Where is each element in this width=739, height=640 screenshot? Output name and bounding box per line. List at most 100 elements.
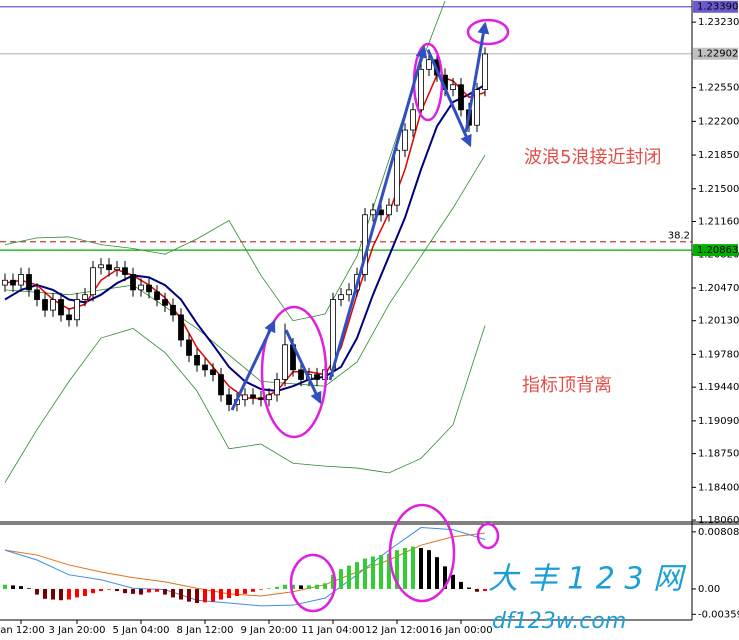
candle-body: [66, 314, 72, 321]
histogram-bar: [107, 588, 111, 590]
histogram-bar: [163, 588, 167, 595]
x-tick-label: 16 Jan 00:00: [429, 625, 492, 636]
candle-body: [418, 68, 424, 111]
candle-body: [90, 267, 96, 296]
wave-arrow: [284, 329, 322, 405]
candle-body: [130, 274, 136, 291]
indicator-line: [4, 527, 486, 607]
histogram-bar: [483, 588, 487, 592]
histogram-bar: [19, 586, 23, 589]
candle-body: [482, 53, 488, 90]
histogram-bar: [267, 588, 271, 589]
histogram-bar: [291, 584, 295, 589]
histogram-bar: [59, 588, 63, 601]
candle-body: [242, 394, 248, 401]
histogram-bar: [211, 588, 215, 602]
histogram-bar: [331, 574, 335, 589]
y-tick-label: 1.21850: [698, 150, 739, 161]
histogram-bar: [67, 588, 71, 600]
histogram-bar: [443, 566, 447, 589]
highlight-ellipse: [466, 18, 510, 46]
histogram-bar: [403, 548, 407, 589]
candle-body: [298, 369, 304, 380]
histogram-bar: [27, 588, 31, 589]
candle-body: [474, 89, 480, 126]
x-tick-label: 11 Jan 04:00: [301, 625, 364, 636]
histogram-bar: [227, 588, 231, 599]
y-tick-label: 1.18400: [698, 482, 739, 493]
y-tick-label: 0.00: [698, 584, 720, 595]
annotation: 指标顶背离: [522, 375, 612, 396]
histogram-bar: [451, 574, 455, 589]
highlight-ellipse: [388, 503, 456, 603]
candle-body: [194, 354, 200, 366]
candle-body: [370, 209, 376, 216]
histogram-bar: [139, 588, 143, 595]
price-box: [693, 47, 738, 60]
histogram-bar: [387, 553, 391, 589]
annotation: 波浪5浪接近封闭: [524, 147, 661, 168]
candle-body: [402, 129, 408, 151]
y-tick-label: 1.20130: [698, 316, 739, 327]
candle-body: [226, 394, 232, 405]
y-tick-label: 0.008088: [698, 527, 739, 538]
candle-body: [338, 294, 344, 300]
histogram-bar: [299, 585, 303, 589]
candle-body: [410, 109, 416, 131]
candle-body: [114, 267, 120, 271]
histogram-bar: [195, 588, 199, 604]
indicator-line: [4, 325, 486, 483]
histogram-bar: [35, 588, 39, 595]
price-panel: 38.2: [0, 0, 692, 483]
histogram-bar: [51, 588, 55, 600]
price-box-label: 1.22902: [697, 49, 738, 60]
level-label: 38.2: [668, 231, 690, 242]
indicator-line: [4, 0, 446, 322]
candle-body: [170, 304, 176, 316]
histogram-bar: [99, 588, 103, 592]
wave-arrow: [464, 21, 490, 133]
histogram-bar: [475, 588, 479, 592]
histogram-bar: [371, 556, 375, 589]
histogram-bar: [187, 588, 191, 602]
histogram-bar: [115, 588, 119, 592]
wave-arrow: [426, 49, 472, 148]
wave-arrow: [230, 319, 276, 411]
histogram-bar: [91, 588, 95, 594]
histogram-bar: [131, 588, 135, 594]
candle-body: [218, 374, 224, 396]
histogram-bar: [307, 585, 311, 589]
histogram-bar: [251, 588, 255, 592]
y-tick-label: 1.21160: [698, 217, 739, 228]
annotations: 波浪5浪接近封闭 指标顶背离 大 丰 1 2 3 网 df123w.com: [230, 18, 687, 634]
price-box-label: 1.23390: [697, 2, 738, 13]
wave-arrow: [328, 45, 428, 381]
candle-body: [50, 299, 56, 311]
candle-body: [314, 374, 320, 380]
histogram-bar: [243, 588, 247, 594]
y-tick-label: 1.22200: [698, 116, 739, 127]
price-box: [693, 244, 738, 257]
histogram-bar: [75, 588, 79, 598]
histogram-bar: [339, 569, 343, 589]
histogram-bar: [283, 584, 287, 589]
histogram-bar: [275, 586, 279, 589]
candle-body: [282, 344, 288, 380]
x-tick-label: 3 Jan 20:00: [49, 625, 106, 636]
macd-panel: [3, 527, 487, 607]
histogram-bar: [411, 546, 415, 589]
candle-body: [394, 149, 400, 206]
candle-body: [74, 299, 80, 321]
histogram-bar: [235, 588, 239, 596]
price-box-label: 1.20863: [697, 245, 738, 256]
watermark: 大 丰 1 2 3 网: [488, 562, 687, 597]
y-tick-label: 1.19780: [698, 349, 739, 360]
highlight-ellipse: [476, 522, 500, 550]
histogram-bar: [147, 588, 151, 593]
y-tick-label: 1.21500: [698, 184, 739, 195]
y-tick-label: 1.20470: [698, 283, 739, 294]
candle-body: [386, 204, 392, 216]
candle-body: [154, 291, 160, 300]
